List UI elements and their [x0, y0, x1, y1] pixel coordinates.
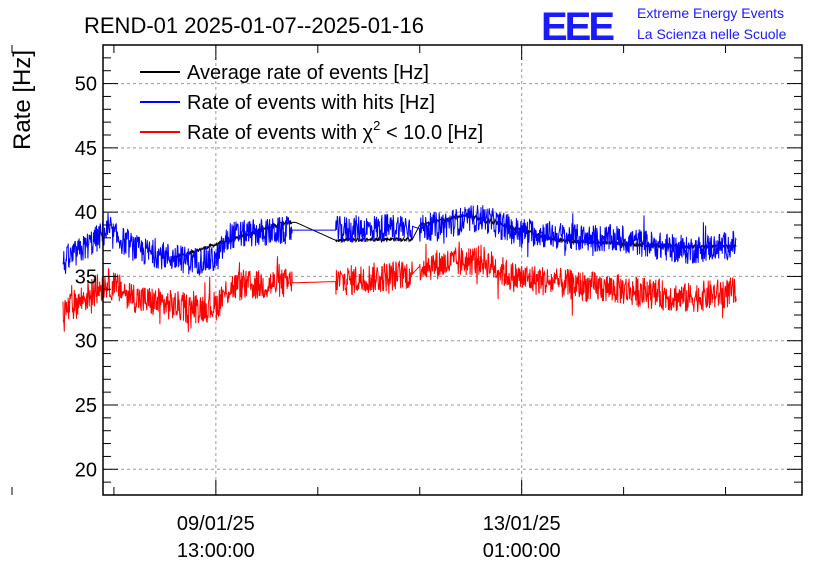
- x-tick-time: 13:00:00: [177, 540, 255, 562]
- series-line-3: [62, 241, 737, 333]
- axes: 20 25 30 35 40 45 50 09/01/25 13:00:00 13/01/25 01…: [11, 44, 803, 562]
- y-tick-label: 25: [75, 395, 97, 417]
- logo-line-1: Extreme Energy Events: [637, 5, 784, 21]
- legend-label-1: Average rate of events [Hz]: [187, 62, 429, 84]
- x-tick-date: 13/01/25: [483, 513, 561, 535]
- plot-frame: [102, 44, 803, 496]
- eee-logo: EEE Extreme Energy Events La Scienza nel…: [541, 5, 787, 49]
- y-tick-label: 20: [75, 459, 97, 481]
- y-tick-label: 40: [75, 202, 97, 224]
- y-axis-label: Rate [Hz]: [9, 50, 36, 150]
- legend-label-3: Rate of events with χ2 < 10.0 [Hz]: [187, 118, 483, 144]
- y-tick-label: 45: [75, 138, 97, 160]
- legend: Average rate of events [Hz] Rate of event…: [140, 62, 483, 144]
- chart-title: REND-01 2025-01-07--2025-01-16: [84, 13, 424, 38]
- series-layer: [62, 204, 737, 333]
- x-tick-time: 01:00:00: [483, 540, 561, 562]
- logo-mark: EEE: [541, 5, 614, 49]
- y-tick-label: 30: [75, 331, 97, 353]
- y-tick-label: 50: [75, 74, 97, 96]
- series-line-2: [62, 204, 737, 277]
- x-tick-date: 09/01/25: [177, 513, 255, 535]
- legend-label-2: Rate of events with hits [Hz]: [187, 92, 435, 114]
- logo-line-2: La Scienza nelle Scuole: [637, 26, 787, 42]
- y-tick-label: 35: [75, 266, 97, 288]
